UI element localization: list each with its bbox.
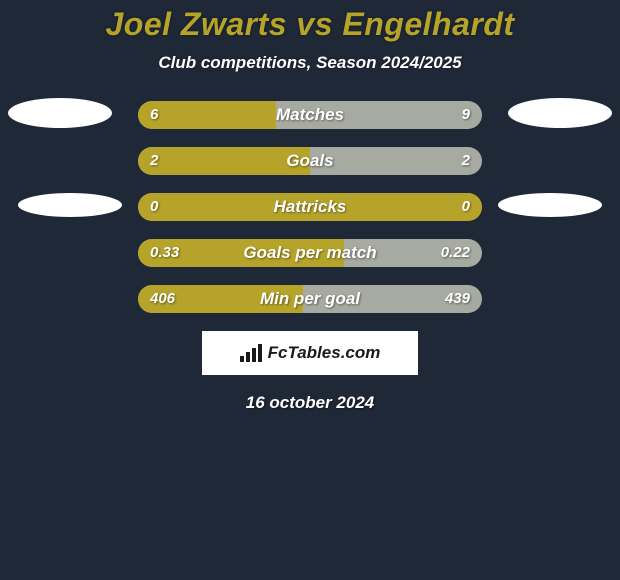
stat-label: Hattricks — [138, 193, 482, 221]
stat-label: Matches — [138, 101, 482, 129]
subtitle: Club competitions, Season 2024/2025 — [0, 53, 620, 73]
stat-value-right: 9 — [462, 101, 470, 129]
comparison-infographic: Joel Zwarts vs Engelhardt Club competiti… — [0, 0, 620, 580]
stat-value-right: 439 — [445, 285, 470, 313]
stat-row: 0 Hattricks 0 — [0, 193, 620, 221]
stat-label: Goals — [138, 147, 482, 175]
brand-box: FcTables.com — [202, 331, 418, 375]
decoration-ellipse — [8, 98, 112, 128]
stat-row: 0.33 Goals per match 0.22 — [0, 239, 620, 267]
stat-label: Goals per match — [138, 239, 482, 267]
brand-text: FcTables.com — [268, 343, 381, 363]
stat-value-right: 2 — [462, 147, 470, 175]
bar-chart-icon — [240, 344, 262, 362]
page-title: Joel Zwarts vs Engelhardt — [0, 0, 620, 43]
date-text: 16 october 2024 — [0, 393, 620, 413]
stat-row: 406 Min per goal 439 — [0, 285, 620, 313]
stat-row: 6 Matches 9 — [0, 101, 620, 129]
stat-rows: 6 Matches 9 2 Goals 2 0 Hattricks 0 0.33… — [0, 101, 620, 313]
stat-value-right: 0 — [462, 193, 470, 221]
stat-label: Min per goal — [138, 285, 482, 313]
stat-row: 2 Goals 2 — [0, 147, 620, 175]
stat-value-right: 0.22 — [441, 239, 470, 267]
decoration-ellipse — [508, 98, 612, 128]
